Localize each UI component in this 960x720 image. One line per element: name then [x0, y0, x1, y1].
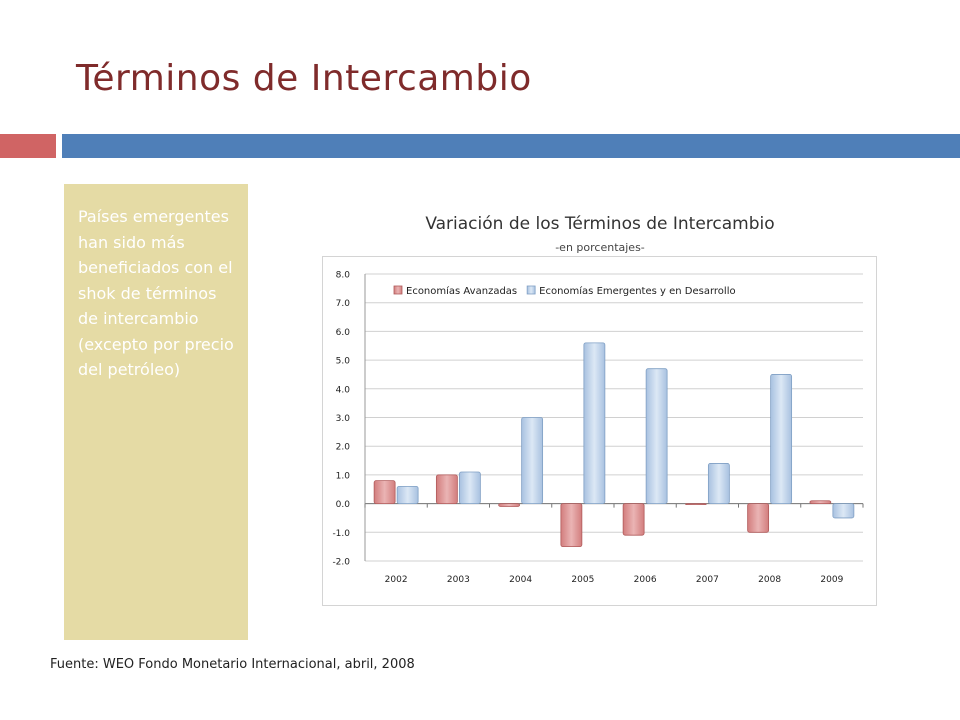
legend-label: Economías Avanzadas	[406, 285, 517, 297]
bar-economias-avanzadas	[435, 474, 458, 504]
x-tick-label: 2007	[696, 575, 719, 585]
x-tick-label: 2002	[385, 575, 408, 585]
y-tick-label: -2.0	[332, 558, 350, 568]
x-tick-label: 2008	[758, 575, 781, 585]
slide-title: Términos de Intercambio	[76, 58, 532, 99]
bar-economias-avanzadas	[498, 503, 521, 507]
bar-economias-emergentes	[583, 342, 606, 504]
x-tick-label: 2009	[820, 575, 843, 585]
title-rule-bar	[62, 134, 960, 158]
y-tick-label: 5.0	[336, 357, 351, 367]
bar-economias-emergentes	[458, 471, 481, 504]
bar-economias-avanzadas	[560, 503, 583, 548]
chart-subtitle: -en porcentajes-	[555, 241, 645, 254]
bar-economias-avanzadas	[373, 480, 396, 504]
y-tick-label: 6.0	[336, 328, 351, 338]
bar-economias-emergentes	[832, 503, 855, 519]
y-tick-label: 3.0	[336, 414, 351, 424]
chart-title: Variación de los Términos de Intercambio	[425, 214, 775, 234]
sidebar-text: Países emergentes han sido más beneficia…	[78, 207, 234, 379]
x-tick-label: 2003	[447, 575, 470, 585]
bar-economias-avanzadas	[622, 503, 645, 536]
bar-economias-emergentes	[707, 463, 730, 504]
y-tick-label: 2.0	[336, 443, 351, 453]
source-note: Fuente: WEO Fondo Monetario Internaciona…	[50, 657, 415, 672]
x-tick-label: 2004	[509, 575, 532, 585]
bar-economias-emergentes	[645, 368, 668, 504]
y-tick-label: -1.0	[332, 529, 350, 539]
sidebar-panel: Países emergentes han sido más beneficia…	[64, 184, 248, 640]
bar-economias-avanzadas	[809, 500, 832, 504]
legend-swatch	[526, 285, 536, 295]
legend-swatch	[393, 285, 403, 295]
bar-economias-emergentes	[770, 374, 793, 504]
bar-economias-emergentes	[396, 485, 419, 505]
y-tick-label: 4.0	[336, 385, 351, 395]
legend-label: Economías Emergentes y en Desarrollo	[539, 285, 735, 297]
bar-economias-avanzadas	[684, 503, 707, 506]
y-tick-label: 7.0	[336, 299, 351, 309]
bar-chart: 8.0 7.0 6.0 5.0 4.0 3.0 2.0 1.0 0.0 -1.0 -2.0 2002 2…	[332, 271, 864, 585]
title-rule-accent	[0, 134, 56, 158]
y-tick-label: 0.0	[336, 500, 351, 510]
x-tick-label: 2006	[634, 575, 657, 585]
bar-economias-avanzadas	[747, 503, 770, 533]
x-tick-label: 2005	[571, 575, 594, 585]
bar-economias-emergentes	[521, 417, 544, 504]
y-tick-label: 1.0	[336, 471, 351, 481]
y-tick-label: 8.0	[336, 271, 351, 281]
